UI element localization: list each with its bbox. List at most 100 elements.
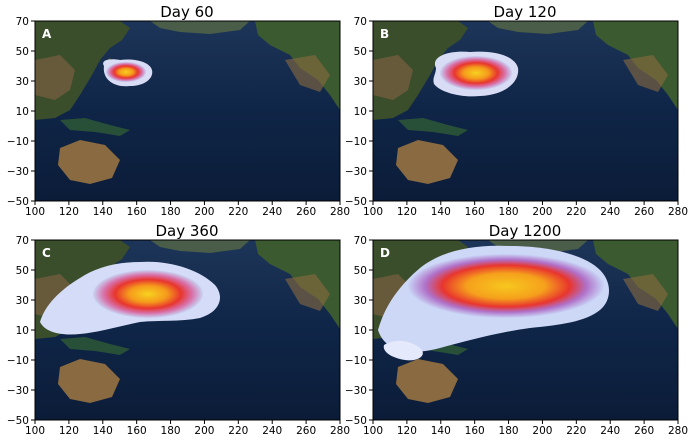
- x-tick-label: 180: [499, 206, 519, 218]
- x-tick-label: 120: [397, 206, 417, 218]
- x-tick-label: 220: [566, 206, 586, 218]
- x-tick-label: 100: [25, 425, 45, 434]
- australia-landmass: [396, 359, 458, 403]
- plume-core: [93, 270, 203, 318]
- y-tick-label: 10: [16, 106, 29, 118]
- y-tick-label: 30: [354, 76, 367, 88]
- x-tick-label: 280: [330, 425, 350, 434]
- x-tick-label: 140: [93, 206, 113, 218]
- y-tick-label: 70: [354, 16, 367, 28]
- north-america-desert: [285, 55, 330, 92]
- north-america-desert: [285, 274, 330, 311]
- panel-letter: D: [380, 246, 390, 260]
- panel-c: Day 360 C 70 50 30 10 −10 −30 −50 100 120 140 160…: [7, 222, 350, 434]
- x-tick-label: 160: [465, 206, 485, 218]
- x-tick-label: 200: [532, 206, 552, 218]
- alaska-landmass: [488, 21, 588, 34]
- plume-core: [106, 62, 146, 82]
- x-axis: 100 120 140 160 180 200 220 240 260 280: [363, 420, 688, 434]
- x-axis: 100 120 140 160 180 200 220 240 260 280: [25, 420, 350, 434]
- y-tick-label: 50: [354, 265, 367, 277]
- x-tick-label: 200: [532, 425, 552, 434]
- x-tick-label: 260: [296, 425, 316, 434]
- x-tick-label: 220: [228, 425, 248, 434]
- y-tick-label: −10: [345, 136, 367, 148]
- australia-landmass: [58, 140, 120, 184]
- y-tick-label: 30: [354, 295, 367, 307]
- x-tick-label: 100: [25, 206, 45, 218]
- x-tick-label: 180: [161, 425, 181, 434]
- north-america-desert: [623, 274, 668, 311]
- plume-core: [440, 56, 512, 90]
- indonesia-landmass: [398, 118, 468, 136]
- x-axis: 100 120 140 160 180 200 220 240 260 280: [363, 201, 688, 218]
- panel-letter: B: [380, 27, 389, 41]
- y-axis: 70 50 30 10 −10 −30 −50: [345, 16, 373, 208]
- y-tick-label: −30: [345, 385, 367, 397]
- north-america-desert: [623, 55, 668, 92]
- y-tick-label: 10: [354, 325, 367, 337]
- australia-landmass: [58, 359, 120, 403]
- x-tick-label: 180: [499, 425, 519, 434]
- y-tick-label: −50: [345, 415, 367, 427]
- x-tick-label: 120: [397, 425, 417, 434]
- y-tick-label: −30: [7, 166, 29, 178]
- x-tick-label: 240: [600, 206, 620, 218]
- panel-title: Day 60: [160, 3, 213, 21]
- x-tick-label: 140: [431, 206, 451, 218]
- x-tick-label: 220: [566, 425, 586, 434]
- y-tick-label: 70: [16, 235, 29, 247]
- alaska-landmass: [150, 240, 250, 253]
- x-tick-label: 260: [296, 206, 316, 218]
- x-tick-label: 280: [668, 425, 688, 434]
- y-axis: 70 50 30 10 −10 −30 −50: [7, 235, 35, 427]
- x-tick-label: 160: [127, 206, 147, 218]
- x-tick-label: 140: [93, 425, 113, 434]
- y-tick-label: −10: [345, 355, 367, 367]
- asia-desert: [35, 55, 75, 100]
- y-tick-label: 70: [16, 16, 29, 28]
- asia-desert: [373, 55, 413, 100]
- y-tick-label: −50: [7, 415, 29, 427]
- x-tick-label: 240: [262, 425, 282, 434]
- x-tick-label: 240: [600, 425, 620, 434]
- y-tick-label: 70: [354, 235, 367, 247]
- x-tick-label: 160: [465, 425, 485, 434]
- y-tick-label: 50: [16, 46, 29, 58]
- y-tick-label: 10: [354, 106, 367, 118]
- plume-fragment: [383, 340, 423, 361]
- panel-letter: C: [42, 246, 51, 260]
- y-axis: 70 50 30 10 −10 −30 −50: [345, 235, 373, 427]
- north-america-landmass: [593, 21, 678, 110]
- indonesia-landmass: [60, 118, 130, 136]
- y-tick-label: 30: [16, 295, 29, 307]
- x-tick-label: 220: [228, 206, 248, 218]
- x-axis: 100 120 140 160 180 200 220 240 260 280: [25, 201, 350, 218]
- north-america-landmass: [255, 240, 340, 329]
- panel-d: Day 1200 D 70 50 30 10 −10 −30 −50 100 120 140 16…: [345, 222, 688, 434]
- panel-title: Day 1200: [489, 222, 562, 240]
- y-tick-label: −30: [7, 385, 29, 397]
- x-tick-label: 120: [59, 425, 79, 434]
- x-tick-label: 140: [431, 425, 451, 434]
- x-tick-label: 260: [634, 425, 654, 434]
- alaska-landmass: [150, 21, 250, 34]
- x-tick-label: 180: [161, 206, 181, 218]
- panel-b: Day 120 B 70 50 30 10 −10 −30 −50 100 120 140 160…: [345, 3, 688, 218]
- indonesia-landmass: [60, 337, 130, 355]
- y-tick-label: −30: [345, 166, 367, 178]
- y-tick-label: 50: [16, 265, 29, 277]
- x-tick-label: 260: [634, 206, 654, 218]
- x-tick-label: 100: [363, 206, 383, 218]
- north-america-landmass: [255, 21, 340, 110]
- y-tick-label: −50: [7, 196, 29, 208]
- x-tick-label: 280: [668, 206, 688, 218]
- y-tick-label: −10: [7, 136, 29, 148]
- panel-title: Day 120: [493, 3, 556, 21]
- y-tick-label: −10: [7, 355, 29, 367]
- x-tick-label: 280: [330, 206, 350, 218]
- north-america-landmass: [593, 240, 678, 329]
- x-tick-label: 100: [363, 425, 383, 434]
